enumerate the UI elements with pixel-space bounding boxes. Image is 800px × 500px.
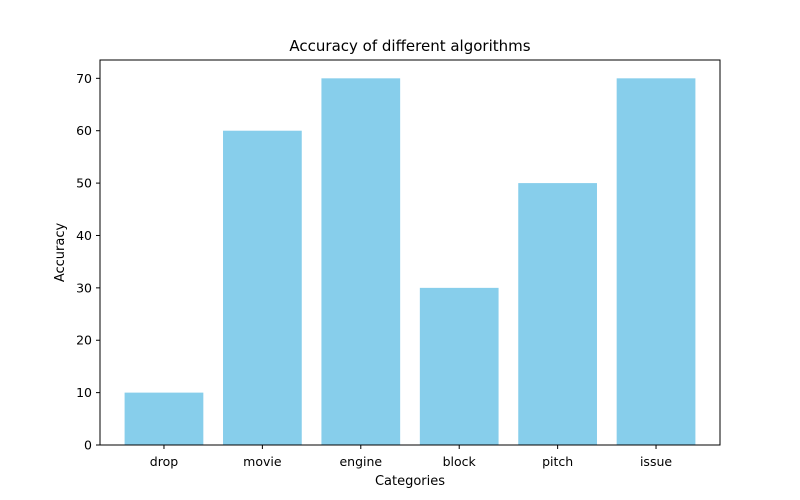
- bars-layer: [124, 78, 696, 445]
- y-tick-label: 70: [76, 71, 92, 86]
- y-tick-label: 20: [76, 333, 92, 348]
- y-tick-label: 40: [76, 228, 92, 243]
- y-axis-label: Accuracy: [53, 223, 68, 283]
- x-tick-label: engine: [339, 454, 382, 469]
- x-axis-label: Categories: [375, 474, 445, 489]
- x-tick-label: block: [443, 454, 477, 469]
- x-tick-label: drop: [150, 454, 178, 469]
- y-tick-label: 0: [84, 438, 92, 453]
- y-tick-label: 50: [76, 176, 92, 191]
- bar-pitch: [518, 183, 597, 445]
- bar-engine: [321, 78, 401, 445]
- y-tick-label: 10: [76, 385, 92, 400]
- y-tick-label: 30: [76, 280, 92, 295]
- plot-frame: [99, 59, 721, 446]
- x-tick-label: issue: [640, 454, 672, 469]
- x-tick-label: movie: [243, 454, 282, 469]
- x-tick-label: pitch: [542, 454, 573, 469]
- bar-block: [419, 287, 499, 445]
- bar-movie: [223, 130, 302, 445]
- y-tick-label: 60: [76, 123, 92, 138]
- chart-title: Accuracy of different algorithms: [289, 37, 530, 55]
- x-axis: drop movie engine block pitch issue: [150, 445, 672, 469]
- bar-issue: [616, 78, 696, 445]
- bar-drop: [124, 392, 204, 445]
- y-axis: 0 10 20 30 40 50 60 70: [76, 71, 100, 453]
